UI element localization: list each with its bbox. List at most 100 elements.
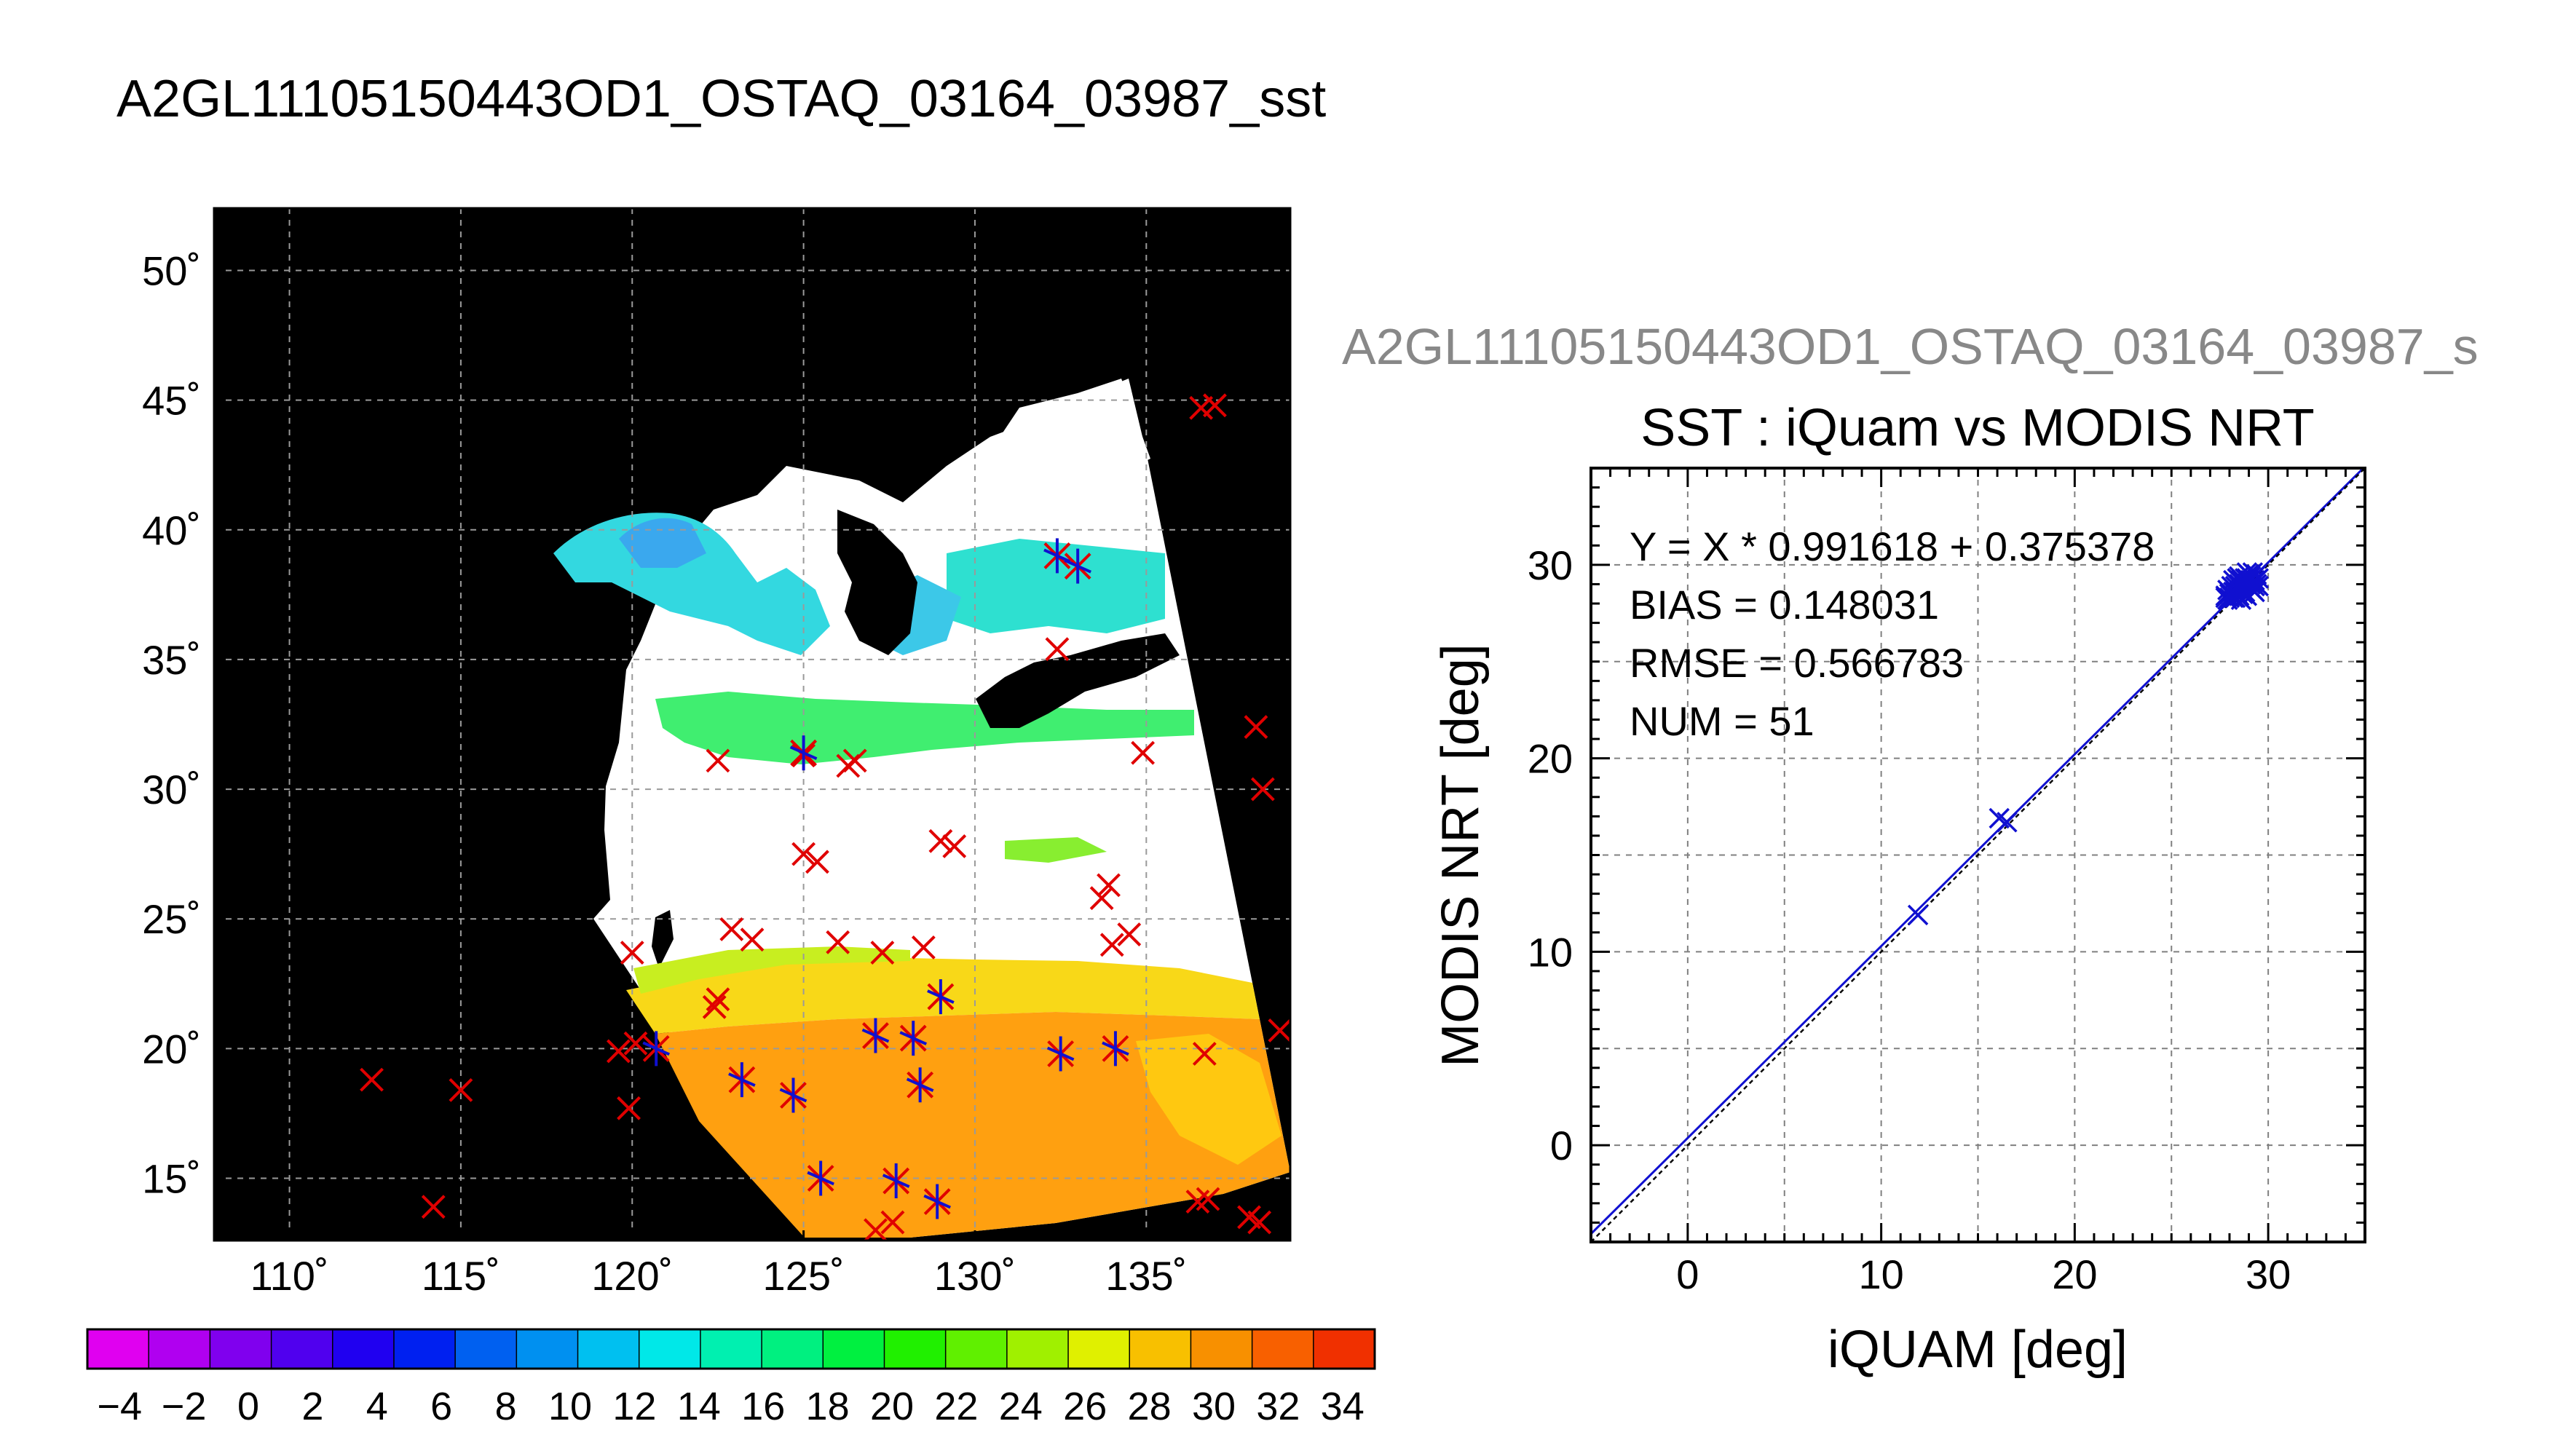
- map-buoy-marker: [360, 1067, 384, 1092]
- map-buoy-marker: [791, 842, 816, 866]
- map-lon-tick-label: 120˚: [591, 1253, 673, 1299]
- stats-rmse: RMSE = 0.566783: [1630, 640, 1964, 686]
- map-buoy-marker: [1089, 886, 1114, 911]
- colorbar-tick-label: 26: [1063, 1385, 1107, 1428]
- colorbar-cell: [700, 1329, 762, 1369]
- scatter-x-tick-label: 0: [1676, 1251, 1699, 1297]
- map-buoy-marker: [1097, 873, 1121, 898]
- colorbar-tick-label: 8: [495, 1385, 517, 1428]
- scatter-x-tick-label: 10: [1858, 1251, 1903, 1297]
- sst-yellow-sea-blue: [619, 518, 706, 568]
- scatter-point: [2244, 575, 2265, 597]
- map-buoy-marker: [617, 1096, 641, 1120]
- map-matchup-marker: [861, 1018, 890, 1053]
- colorbar-cell: [945, 1329, 1008, 1369]
- colorbar-tick-label: −4: [97, 1385, 142, 1428]
- map-buoy-marker: [870, 941, 895, 965]
- sst-green-yellow-strip: [633, 946, 910, 994]
- scatter-point: [2227, 568, 2248, 589]
- map-lat-tick-label: 45˚: [142, 378, 201, 424]
- scatter-y-tick-label: 0: [1550, 1123, 1573, 1168]
- colorbar-cell: [210, 1329, 272, 1369]
- map-matchup-marker: [1064, 548, 1091, 584]
- colorbar-cell: [332, 1329, 395, 1369]
- map-lat-tick-label: 40˚: [142, 507, 201, 553]
- colorbar-tick-label: 32: [1256, 1385, 1300, 1428]
- map-buoy-marker: [702, 994, 727, 1019]
- map-frame: [213, 207, 1292, 1242]
- map-lon-tick-label: 130˚: [934, 1253, 1016, 1299]
- scatter-point: [1907, 904, 1929, 926]
- scatter-point: [2223, 581, 2244, 603]
- map-buoy-marker: [1131, 740, 1156, 765]
- colorbar-cell: [1068, 1329, 1130, 1369]
- map-matchup-marker: [807, 1160, 834, 1196]
- map-buoy-marker: [1196, 1187, 1220, 1211]
- map-buoy-marker: [620, 941, 644, 965]
- colorbar-tick-label: 4: [366, 1385, 388, 1428]
- sst-map-panel: 50˚ 45˚ 40˚ 35˚ 30˚ 25˚ 20˚ 15˚ 110˚ 115˚ 120˚ 125…: [142, 207, 1292, 1299]
- colorbar-tick-label: 10: [548, 1385, 592, 1428]
- colorbar-cell: [884, 1329, 947, 1369]
- map-buoy-marker: [1192, 1042, 1217, 1066]
- map-lat-tick-label: 30˚: [142, 767, 201, 812]
- map-matchup-marker: [899, 1021, 928, 1056]
- sst-colorbar: −4 −2 0 2 4 6 8 10 12 14 16 18 20 22 24 26 28 30 32 34: [86, 1328, 1376, 1428]
- colorbar-cell: [823, 1329, 885, 1369]
- scatter-y-tick-label: 20: [1528, 736, 1573, 782]
- land-taiwan: [652, 910, 674, 968]
- scatter-y-tick-label: 10: [1528, 929, 1573, 975]
- figure-title: A2GL11105150443OD1_OSTAQ_03164_03987_sst: [117, 70, 1326, 128]
- scatter-point: [2234, 568, 2256, 589]
- colorbar-cell: [1129, 1329, 1191, 1369]
- swath-cloud-ne: [976, 379, 1150, 510]
- map-buoy-marker: [864, 1218, 888, 1241]
- map-buoy-marker: [1099, 933, 1124, 957]
- map-matchup-marker: [927, 979, 955, 1015]
- map-buoy-marker: [607, 1039, 631, 1064]
- map-matchup-marker: [789, 735, 818, 771]
- map-buoy-marker: [805, 850, 829, 874]
- sst-japan-sea-cyan: [947, 539, 1165, 633]
- stats-equation: Y = X * 0.991618 + 0.375378: [1630, 523, 2155, 569]
- map-matchup-marker: [1102, 1031, 1129, 1067]
- map-lat-tick-label: 15˚: [142, 1155, 201, 1201]
- map-buoy-marker: [1117, 922, 1142, 947]
- map-buoy-marker: [449, 1077, 473, 1102]
- scatter-y-axis-label: MODIS NRT [deg]: [1431, 644, 1490, 1067]
- map-buoy-marker: [1244, 715, 1268, 739]
- map-matchup-marker: [728, 1062, 756, 1098]
- scatter-point: [2240, 577, 2262, 599]
- scatter-file-title: A2GL11105150443OD1_OSTAQ_03164_03987_s: [1342, 318, 2479, 375]
- map-matchup-marker: [1046, 1036, 1075, 1072]
- colorbar-tick-label: −2: [162, 1385, 207, 1428]
- colorbar-cell: [149, 1329, 210, 1369]
- colorbar-tick-label: 16: [741, 1385, 785, 1428]
- sst-orange-region: [655, 1012, 1290, 1238]
- map-buoy-marker: [623, 1031, 648, 1056]
- colorbar-tick-label: 12: [612, 1385, 656, 1428]
- colorbar-tick-label: 20: [870, 1385, 914, 1428]
- map-buoy-marker: [719, 917, 744, 941]
- scatter-x-axis-label: iQUAM [deg]: [1828, 1321, 2128, 1379]
- sst-yellow-sea-cyan: [553, 513, 830, 655]
- sst-green-band: [655, 692, 1194, 764]
- map-buoy-marker: [740, 927, 765, 952]
- colorbar-tick-label: 22: [934, 1385, 978, 1428]
- colorbar-cell: [516, 1329, 579, 1369]
- colorbar-cell: [762, 1329, 824, 1369]
- colorbar-tick-label: 18: [806, 1385, 850, 1428]
- stats-num: NUM = 51: [1630, 698, 1814, 744]
- colorbar-cell: [1252, 1329, 1314, 1369]
- map-buoy-marker: [1203, 393, 1227, 418]
- scatter-point: [2219, 587, 2240, 609]
- colorbar-tick-label: 24: [999, 1385, 1043, 1428]
- map-buoy-marker: [942, 834, 967, 858]
- colorbar-cell: [1190, 1329, 1253, 1369]
- scatter-title: SST : iQuam vs MODIS NRT: [1640, 399, 2315, 457]
- map-buoy-marker: [1250, 777, 1275, 802]
- map-buoy-marker: [421, 1195, 446, 1219]
- colorbar-cell: [1313, 1329, 1375, 1369]
- map-buoy-marker: [842, 748, 867, 773]
